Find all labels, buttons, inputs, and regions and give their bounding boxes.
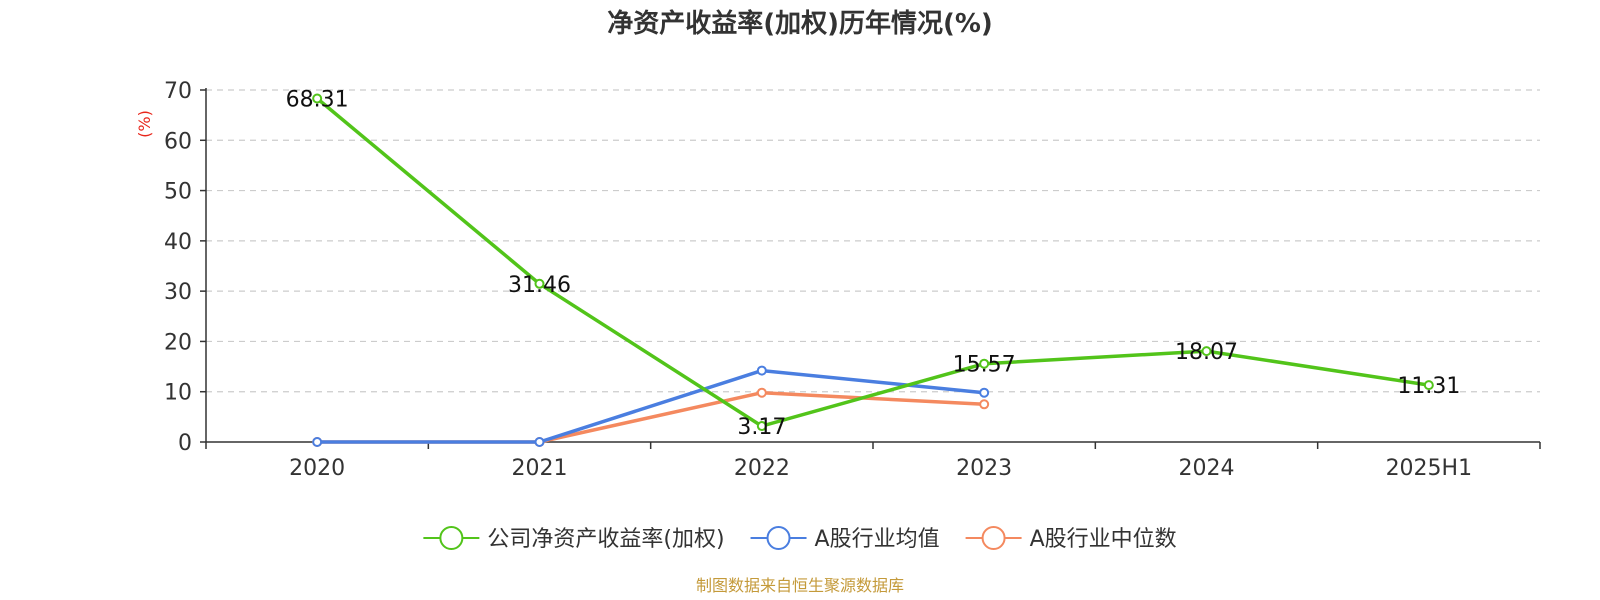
y-tick-label-10: 10: [164, 381, 192, 406]
y-axis-label: (%): [135, 110, 154, 138]
x-tick-label-2020: 2020: [289, 456, 345, 481]
data-point-s1-2020: [312, 437, 323, 447]
y-tick-label-60: 60: [164, 129, 192, 154]
data-label-2023: 15.57: [953, 353, 1016, 378]
data-point-s1-2022: [756, 365, 767, 376]
legend: 公司净资产收益率(加权) A股行业均值 A股行业中位数: [423, 526, 1177, 552]
series-line-0: [316, 97, 1430, 428]
y-tick-label-50: 50: [164, 180, 192, 205]
legend-swatch-marker-2: [981, 526, 1006, 550]
data-label-2021: 31.46: [508, 273, 571, 298]
legend-item-0[interactable]: 公司净资产收益率(加权): [423, 526, 725, 552]
legend-label-2: A股行业中位数: [1030, 527, 1177, 552]
legend-label-1: A股行业均值: [815, 527, 940, 552]
y-tick-label-70: 70: [164, 79, 192, 104]
chart-title: 净资产收益率(加权)历年情况(%): [607, 8, 993, 39]
data-point-s0-2025H1: [1423, 380, 1434, 391]
series-line-2: [317, 390, 985, 444]
data-label-2024: 18.07: [1175, 340, 1238, 365]
y-tick-label-40: 40: [164, 230, 192, 255]
data-point-s0-2021: [534, 278, 545, 289]
x-tick-label-2024: 2024: [1179, 456, 1235, 481]
legend-item-2[interactable]: A股行业中位数: [965, 526, 1177, 552]
x-tick-label-2022: 2022: [734, 456, 790, 481]
data-point-s0-2023: [979, 358, 990, 369]
series-line-1: [317, 368, 985, 444]
series-layer: [312, 93, 1434, 447]
data-point-s0-2024: [1201, 346, 1212, 357]
grid: [206, 89, 1540, 393]
legend-label-0: 公司净资产收益率(加权): [487, 527, 724, 552]
y-tick-label-30: 30: [164, 280, 192, 305]
axes: 0 10 20 30 40 50 60 70 2020 2021 2022 2023 2024 2025H…: [164, 79, 1541, 481]
x-tick-label-2021: 2021: [512, 456, 568, 481]
data-label-2020: 68.31: [286, 87, 349, 112]
source-note: 制图数据来自恒生聚源数据库: [696, 576, 904, 595]
y-tick-label-0: 0: [178, 431, 192, 456]
data-label-2025H1: 11.31: [1397, 374, 1460, 399]
x-tick-label-2025H1: 2025H1: [1386, 456, 1473, 481]
legend-swatch-marker-1: [766, 526, 791, 550]
data-point-s1-2021: [534, 437, 545, 447]
y-tick-label-20: 20: [164, 330, 192, 355]
data-point-s0-2020: [312, 93, 323, 104]
data-point-s2-2023: [979, 399, 990, 410]
data-label-2022: 3.17: [737, 415, 786, 440]
data-labels: 68.31 31.46 3.17 15.57 18.07 11.31: [286, 87, 1461, 440]
data-point-s1-2023: [979, 387, 990, 398]
data-point-s2-2022: [756, 387, 767, 398]
x-tick-label-2023: 2023: [956, 456, 1012, 481]
data-point-s0-2022: [756, 421, 767, 432]
legend-swatch-marker-0: [439, 526, 464, 550]
legend-item-1[interactable]: A股行业均值: [750, 526, 940, 552]
